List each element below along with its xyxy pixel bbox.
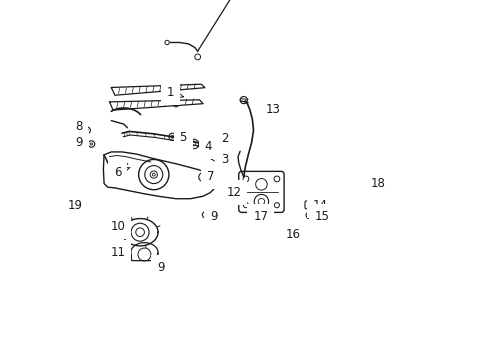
Text: 16: 16: [285, 228, 300, 241]
Text: 18: 18: [369, 177, 385, 190]
Text: 17: 17: [253, 210, 267, 223]
Text: 8: 8: [75, 120, 83, 132]
Text: 14: 14: [312, 199, 327, 212]
Text: 3: 3: [211, 153, 228, 166]
Text: 13: 13: [265, 103, 280, 116]
Text: 4: 4: [198, 140, 212, 153]
Text: 6: 6: [114, 166, 130, 179]
Text: 1: 1: [166, 86, 183, 99]
Text: 9: 9: [209, 210, 217, 223]
Text: 2: 2: [212, 132, 228, 145]
Text: 9: 9: [75, 136, 89, 149]
Text: 5: 5: [173, 131, 186, 144]
Text: 9: 9: [157, 261, 164, 274]
Text: 12: 12: [226, 186, 241, 199]
Text: 10: 10: [110, 220, 125, 233]
Text: 11: 11: [110, 246, 131, 259]
Text: 15: 15: [314, 210, 329, 222]
Text: 19: 19: [68, 199, 82, 212]
Text: 7: 7: [205, 170, 214, 183]
